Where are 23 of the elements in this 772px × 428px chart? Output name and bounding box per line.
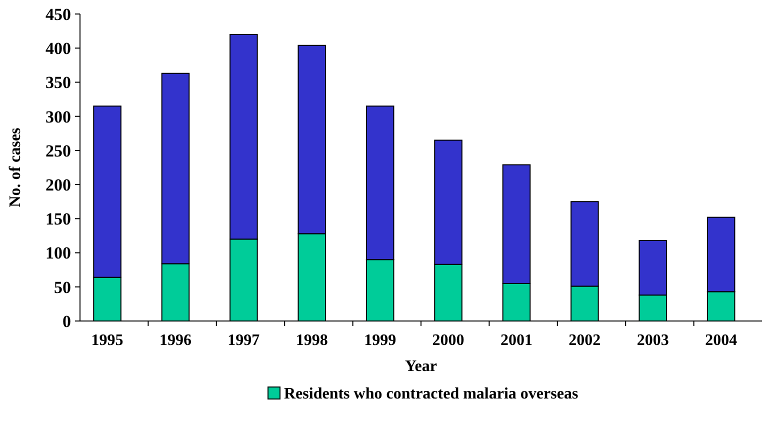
y-tick-label: 0 <box>62 312 71 331</box>
x-tick-label: 2004 <box>705 332 738 349</box>
x-tick-label: 1995 <box>91 332 124 349</box>
x-tick-label: 1999 <box>364 332 396 349</box>
y-tick-label: 50 <box>54 278 71 297</box>
y-tick-label: 450 <box>46 4 71 24</box>
y-tick-label: 250 <box>46 141 71 160</box>
x-tick-label: 1998 <box>296 332 328 349</box>
y-tick-label: 400 <box>46 39 71 58</box>
y-axis-title: No. of cases <box>7 128 24 208</box>
y-tick-label: 200 <box>46 176 71 195</box>
x-tick-label: 2003 <box>636 332 669 349</box>
x-tick-label: 2000 <box>432 332 464 349</box>
y-tick-label: 350 <box>46 73 71 92</box>
x-tick-label: 1996 <box>159 332 192 349</box>
y-tick-label: 100 <box>46 244 71 263</box>
y-tick-label: 150 <box>46 210 71 229</box>
x-tick-label: 1997 <box>228 332 260 349</box>
y-tick-label: 300 <box>46 107 71 126</box>
legend-label: Residents who contracted malaria overseas <box>284 386 578 403</box>
x-tick-label: 2002 <box>568 332 601 349</box>
x-tick-label: 2001 <box>500 332 532 349</box>
x-axis-title: Year <box>405 358 437 375</box>
